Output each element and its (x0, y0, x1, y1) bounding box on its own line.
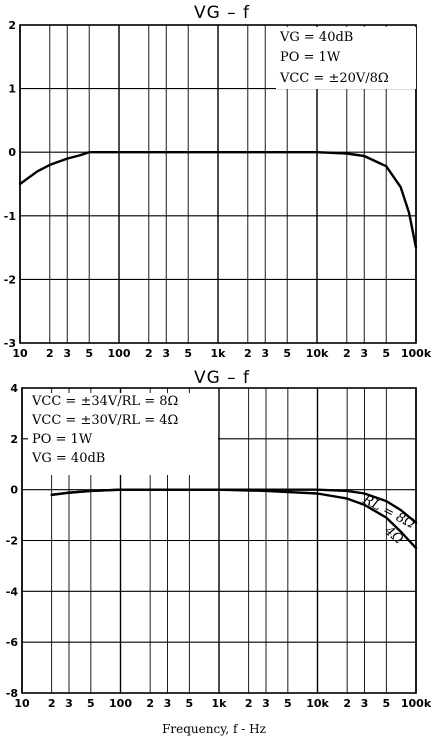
top-y-tick-label: 2 (8, 19, 16, 32)
bottom-annotation-vcc-4: VCC = ±30V/RL = 4Ω (31, 413, 178, 428)
bot-x-tick-label: 10k (306, 697, 329, 710)
top-x-tick-label: 5 (283, 347, 291, 360)
bot-x-tick-label: 3 (361, 697, 369, 710)
bot-y-tick-label: 2 (10, 433, 18, 446)
top-x-tick-label: 3 (261, 347, 269, 360)
top-x-tick-label: 5 (184, 347, 192, 360)
top-x-tick-label: 2 (343, 347, 351, 360)
bottom-annotation-vcc-8: VCC = ±34V/RL = 8Ω (31, 394, 178, 409)
bot-x-tick-label: 2 (146, 697, 154, 710)
bottom-chart-series (50, 488, 418, 550)
bottom-annotation-po: PO = 1W (32, 432, 93, 447)
top-x-tick-label: 10k (306, 347, 329, 360)
top-x-tick-label: 3 (360, 347, 368, 360)
top-y-tick-label: 1 (8, 83, 16, 96)
bottom-chart-x-axis-label: Frequency, f - Hz (162, 722, 266, 736)
bot-x-tick-label: 2 (343, 697, 351, 710)
bot-y-tick-label: -2 (6, 535, 18, 548)
bot-x-tick-label: 3 (65, 697, 73, 710)
bot-x-tick-label: 2 (48, 697, 56, 710)
top-x-tick-label: 3 (162, 347, 170, 360)
top-chart-x-ticks: 10 2 3 5 100 2 3 5 1k 2 3 5 10k 2 3 5 100k (12, 347, 431, 360)
bot-x-tick-label: 1k (212, 697, 228, 710)
bot-plot-frame (21, 387, 417, 694)
top-chart-title: VG – f (194, 3, 250, 23)
top-x-tick-label: 5 (85, 347, 93, 360)
top-series-line-0 (18, 151, 418, 249)
top-y-tick-label: 0 (8, 146, 16, 159)
bottom-annotation-vg: VG = 40dB (31, 451, 105, 466)
bot-series-line-1 (50, 488, 418, 550)
top-x-tick-label: 5 (382, 347, 390, 360)
bot-x-tick-label: 100k (401, 697, 432, 710)
top-x-tick-label: 10 (12, 347, 28, 360)
top-chart-y-ticks: 2 1 0 -1 -2 -3 (4, 19, 17, 350)
top-annotation-po: PO = 1W (280, 50, 341, 65)
top-x-tick-label: 100 (108, 347, 131, 360)
top-y-tick-label: -2 (4, 273, 16, 286)
top-x-tick-label: 1k (211, 347, 227, 360)
bottom-chart-x-ticks: 10 2 3 5 100 2 3 5 1k 2 3 5 10k 2 3 5 100k (14, 697, 431, 710)
bot-x-tick-label: 10 (14, 697, 30, 710)
bot-x-tick-label: 2 (245, 697, 253, 710)
bottom-chart-title: VG – f (194, 368, 250, 388)
top-x-tick-label: 2 (244, 347, 252, 360)
bot-x-tick-label: 100 (109, 697, 132, 710)
bot-x-tick-label: 5 (87, 697, 95, 710)
bot-x-tick-label: 3 (262, 697, 270, 710)
bot-y-tick-label: 0 (10, 484, 18, 497)
top-annotation-vcc: VCC = ±20V/8Ω (279, 71, 389, 86)
top-annotation-backdrop (276, 27, 416, 89)
bot-x-tick-label: 5 (383, 697, 391, 710)
top-annotation-vg: VG = 40dB (279, 30, 353, 45)
bot-y-tick-label: -6 (6, 636, 19, 649)
bot-x-tick-label: 5 (284, 697, 292, 710)
bot-y-tick-label: -4 (6, 585, 19, 598)
top-chart: VG – f 210-1-2-3 10 2 3 5 100 2 3 5 1k 2 3 5 10k 2 3 5 1… (4, 3, 432, 360)
top-chart-series (18, 151, 418, 249)
bottom-annotation-backdrop (28, 393, 218, 475)
bot-x-tick-label: 3 (164, 697, 172, 710)
top-y-tick-label: -1 (4, 210, 16, 223)
top-x-tick-label: 100k (401, 347, 432, 360)
top-x-tick-label: 2 (46, 347, 54, 360)
top-y-tick-label: -3 (4, 337, 16, 350)
bot-series-line-0 (50, 488, 418, 524)
top-x-tick-label: 2 (145, 347, 153, 360)
bottom-chart-y-ticks: 4 2 0 -2 -4 -6 -8 (6, 382, 19, 700)
top-x-tick-label: 3 (63, 347, 71, 360)
bot-y-tick-label: 4 (10, 382, 18, 395)
bot-x-tick-label: 5 (186, 697, 194, 710)
bottom-chart: VG – f 420-2-4-6-8 10 2 3 5 100 2 3 5 1k 2 3 5 10k 2 3… (6, 368, 432, 736)
bot-y-tick-label: -8 (6, 687, 18, 700)
